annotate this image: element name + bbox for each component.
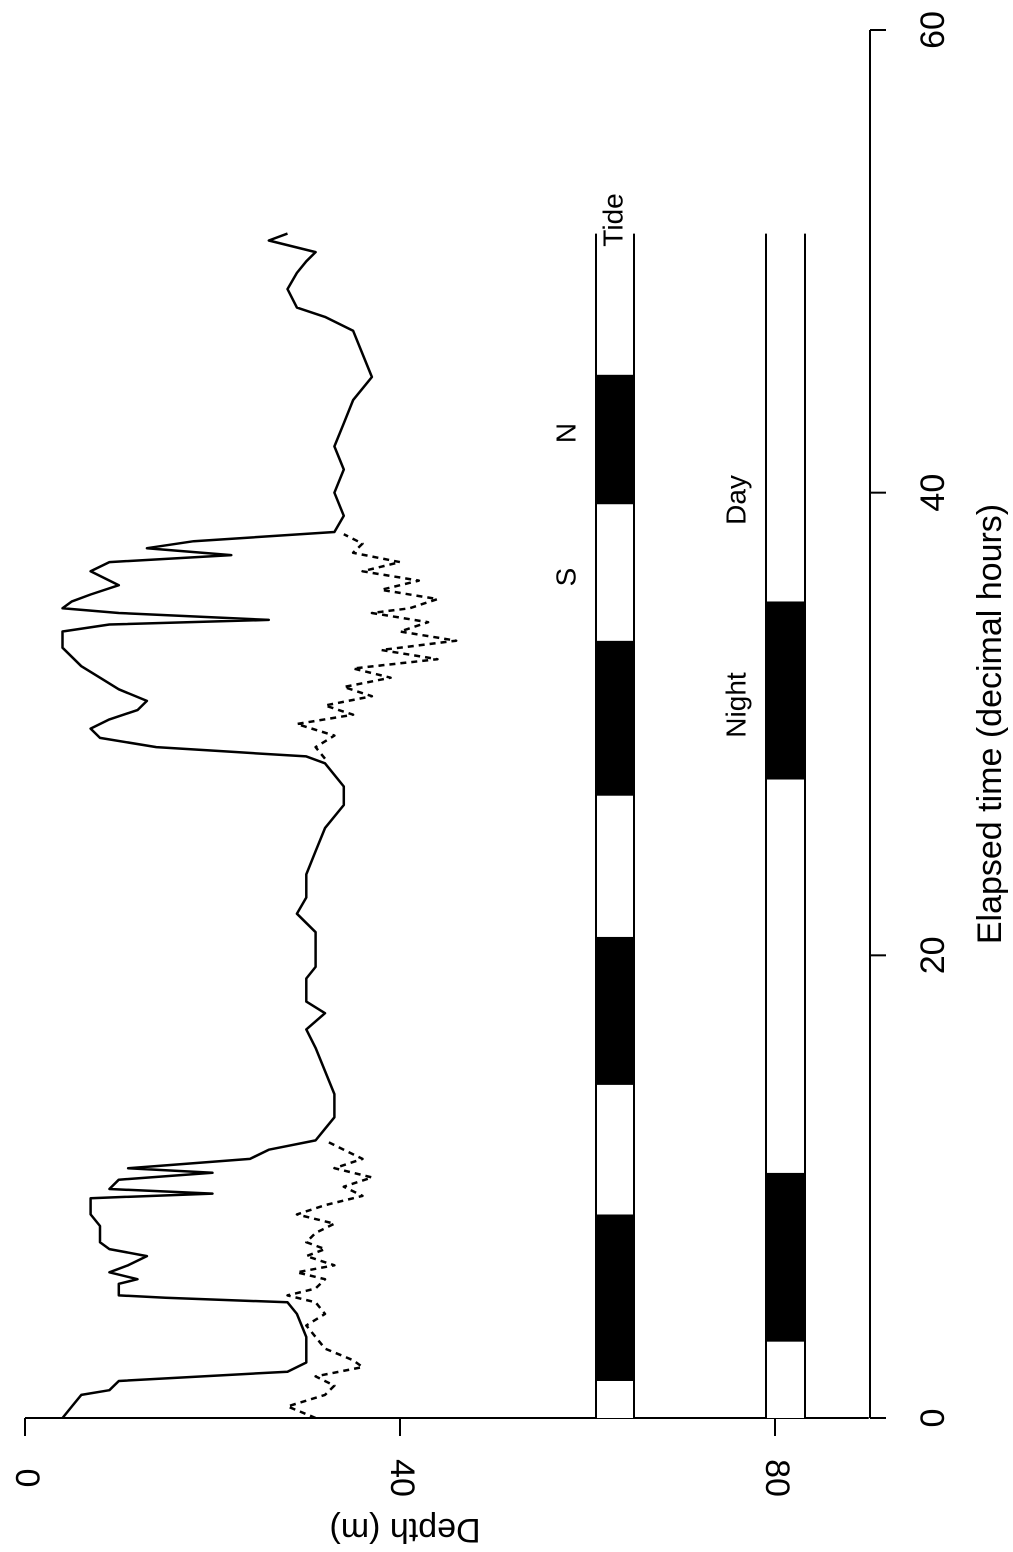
dashed-depth-line: [286, 1139, 374, 1420]
tide-label: Tide: [597, 193, 628, 246]
tide-band-white: [596, 233, 634, 375]
axes: [24, 29, 886, 1436]
solid-depth-line: [61, 232, 374, 1419]
tide-band-black: [596, 1214, 634, 1381]
tide-band-white: [596, 1084, 634, 1215]
tide-band-white: [596, 504, 634, 641]
day-label: Day: [720, 475, 751, 525]
time-tick-label: 40: [914, 474, 952, 512]
daynight-band-black: [766, 601, 805, 780]
depth-tick-label: 0: [8, 1469, 46, 1488]
daynight-band-white: [766, 779, 805, 1173]
tide-band-black: [596, 640, 634, 796]
time-axis-title: Elapsed time (decimal hours): [971, 504, 1009, 944]
time-tick-label: 0: [914, 1409, 952, 1428]
daynight-band-white: [766, 233, 805, 602]
bands: [595, 233, 806, 1418]
depth-axis-title: Depth (m): [329, 1511, 480, 1549]
tide-band-white: [596, 1380, 634, 1418]
series: [61, 232, 458, 1420]
time-tick-label: 20: [914, 936, 952, 974]
time-tick-label: 60: [914, 11, 952, 49]
night-label: Night: [720, 672, 751, 738]
daynight-band-black: [766, 1172, 805, 1342]
labels: 0 40 80 0 20 40 60 Elapsed time (decimal hours)…: [8, 11, 1009, 1549]
depth-tick-label: 40: [383, 1459, 421, 1497]
daynight-band-white: [766, 1341, 805, 1418]
south-label: S: [550, 568, 581, 587]
tide-band-black: [596, 936, 634, 1085]
depth-tick-label: 80: [758, 1459, 796, 1497]
tide-band-white: [596, 795, 634, 937]
tide-band-black: [596, 374, 634, 505]
north-label: N: [550, 423, 581, 443]
dashed-depth-line: [295, 533, 458, 760]
